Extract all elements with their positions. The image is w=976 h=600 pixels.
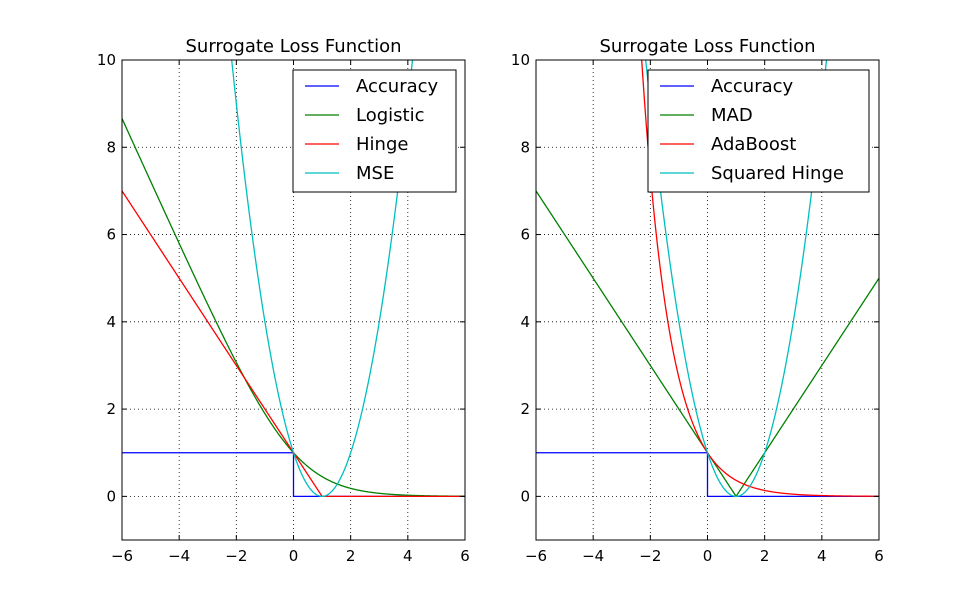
legend-label: Hinge: [356, 134, 408, 155]
chart-title: Surrogate Loss Function: [185, 36, 401, 57]
series-line-accuracy: [536, 452, 879, 498]
legend-label: MAD: [711, 105, 753, 126]
x-tick-label: 4: [817, 547, 827, 565]
y-tick-label: 8: [520, 138, 530, 156]
y-tick-label: 10: [97, 51, 116, 69]
y-tick-label: 10: [511, 51, 530, 69]
x-tick-label: 0: [703, 547, 713, 565]
chart-title: Surrogate Loss Function: [599, 36, 815, 57]
x-tick-label: 4: [403, 547, 413, 565]
x-tick-label: −2: [639, 547, 661, 565]
legend-box: [647, 69, 870, 193]
legend: Accuracy MAD AdaBoost Squared Hinge: [647, 69, 870, 193]
x-tick-label: −6: [111, 547, 133, 565]
legend-label: MSE: [356, 163, 394, 184]
x-tick-label: 6: [460, 547, 470, 565]
y-tick-label: 8: [106, 138, 116, 156]
y-tick-label: 0: [520, 487, 530, 505]
left-chart-panel: −6 −4 −2 0 2 4 6 0 2 4 6 8 10 Surrogate Loss Function…: [97, 36, 470, 565]
x-tick-label: 2: [760, 547, 770, 565]
legend: Accuracy Logistic Hinge MSE: [292, 69, 457, 193]
legend-label: Squared Hinge: [711, 163, 844, 184]
x-tick-label: −4: [582, 547, 604, 565]
x-tick-label: 6: [874, 547, 884, 565]
y-tick-label: 2: [520, 400, 530, 418]
legend-label: Logistic: [356, 105, 424, 126]
y-tick-label: 4: [106, 313, 116, 331]
x-tick-label: −2: [225, 547, 247, 565]
right-chart-panel: −6 −4 −2 0 2 4 6 0 2 4 6 8 10 Surrogate Loss Function…: [511, 36, 884, 565]
y-tick-label: 2: [106, 400, 116, 418]
legend-label: Accuracy: [711, 76, 794, 97]
x-tick-label: 2: [346, 547, 356, 565]
legend-label: Accuracy: [356, 76, 439, 97]
y-tick-label: 6: [520, 226, 530, 244]
x-tick-label: −6: [525, 547, 547, 565]
legend-box: [292, 69, 457, 193]
x-tick-label: −4: [168, 547, 190, 565]
y-tick-label: 4: [520, 313, 530, 331]
legend-label: AdaBoost: [711, 134, 796, 155]
y-tick-label: 6: [106, 226, 116, 244]
x-tick-label: 0: [289, 547, 299, 565]
y-tick-label: 0: [106, 487, 116, 505]
